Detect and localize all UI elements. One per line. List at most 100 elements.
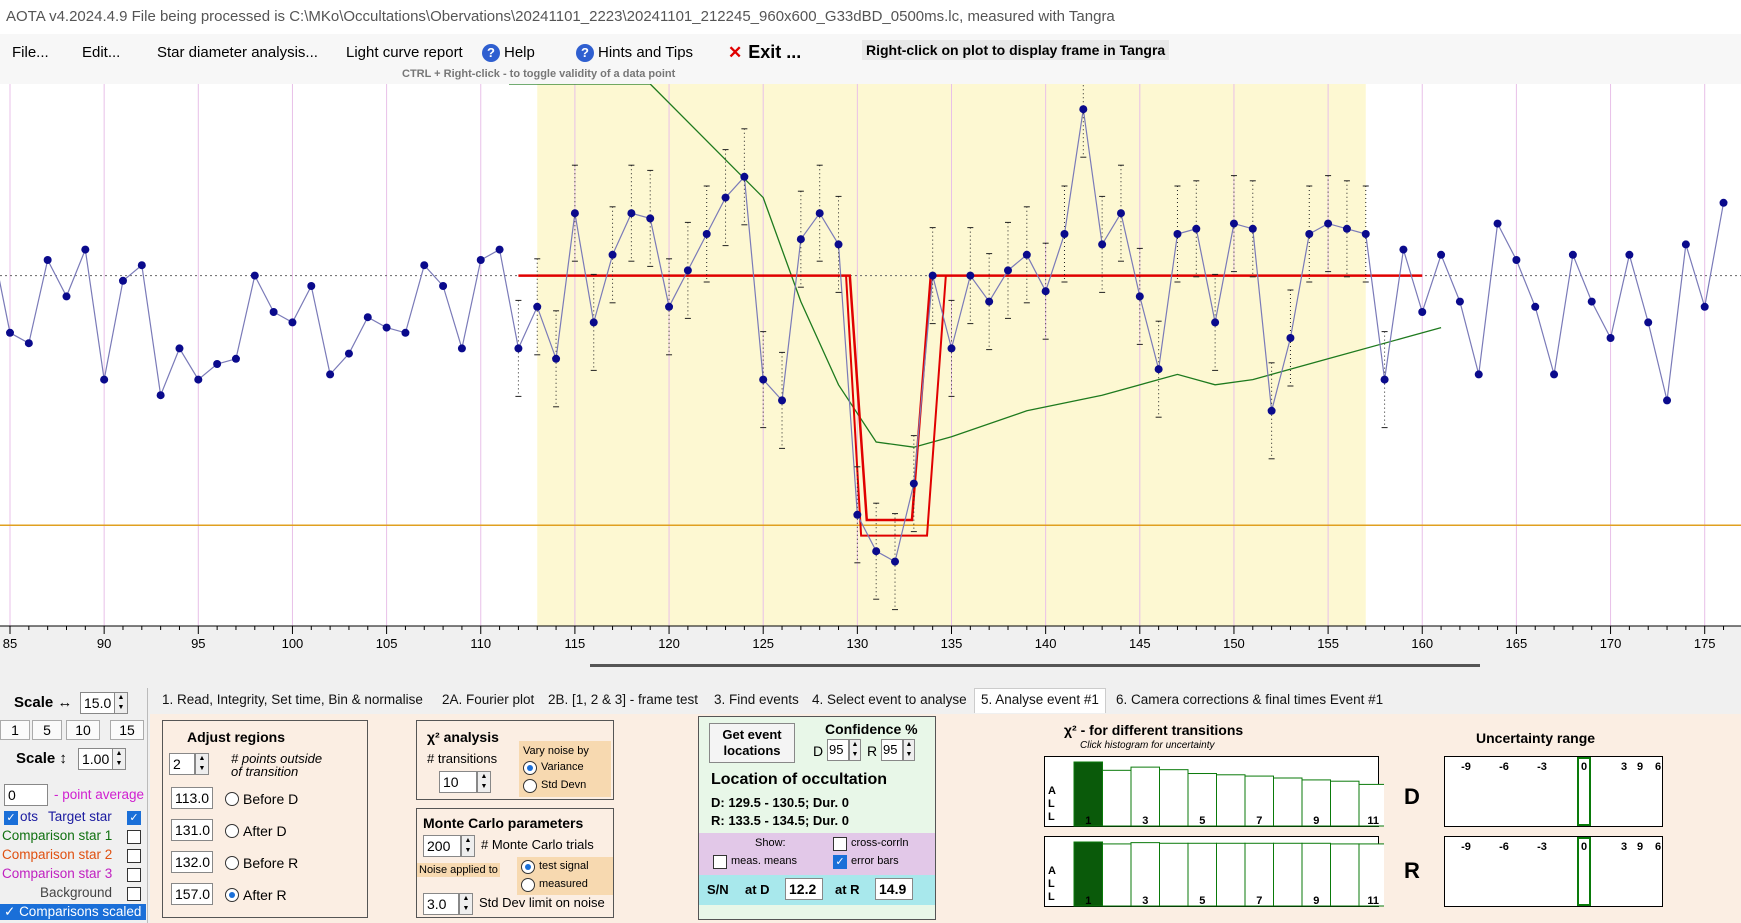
scale-v-input[interactable]: 1.00 xyxy=(78,748,114,770)
cross-corrln-checkbox[interactable] xyxy=(833,837,847,851)
std-devn-radio[interactable] xyxy=(523,779,537,793)
get-event-locations-button[interactable]: Get event locations xyxy=(709,723,795,763)
points-outside-label: # points outside xyxy=(231,751,323,766)
test-signal-radio[interactable] xyxy=(521,860,535,874)
histogram-bar xyxy=(1102,843,1132,907)
points-outside-input[interactable]: 2 xyxy=(169,753,195,775)
scale-button-10[interactable]: 10 xyxy=(66,720,100,740)
plot-scrollbar[interactable] xyxy=(590,664,1480,667)
uncertainty-frame xyxy=(1444,756,1663,827)
tab-frame-test[interactable]: 2B. [1, 2 & 3] - frame test xyxy=(548,692,699,707)
tab-read-integrity[interactable]: 1. Read, Integrity, Set time, Bin & norm… xyxy=(162,692,423,707)
meas-means-checkbox[interactable] xyxy=(713,855,727,869)
data-point xyxy=(250,271,259,280)
tab-fourier-plot[interactable]: 2A. Fourier plot xyxy=(442,692,535,707)
x-tick-label: 130 xyxy=(846,636,868,651)
comparisons-scaled-check: ✓ xyxy=(4,904,20,919)
uncertainty-tick: -3 xyxy=(1537,841,1547,853)
scale-h-label: Scale ↔ xyxy=(14,694,73,711)
tab-camera-corrections[interactable]: 6. Camera corrections & final times Even… xyxy=(1116,692,1384,707)
menu-help[interactable]: ? Help xyxy=(482,44,535,62)
variance-label: Variance xyxy=(541,761,584,773)
menu-edit[interactable]: Edit... xyxy=(82,44,121,61)
comparisons-scaled-toggle[interactable]: ✓ Comparisons scaled xyxy=(0,904,146,920)
comparison-star-1-checkbox[interactable] xyxy=(127,830,141,844)
histogram-label: 3 xyxy=(1142,815,1148,827)
after-d-radio[interactable] xyxy=(225,824,239,838)
confidence-r-input[interactable]: 95 xyxy=(881,739,903,761)
light-curve-plot[interactable]: 85 90 95 100 105 110 115 120 125 130 135 140 145 150 1… xyxy=(0,84,1741,656)
scale-v-spinner[interactable]: ▲ ▼ xyxy=(112,748,126,770)
data-point xyxy=(683,266,692,275)
after-r-input[interactable]: 157.0 xyxy=(171,883,213,905)
analyse-event-panel: Adjust regions 2 ▲ ▼ # points outside of … xyxy=(150,714,1741,923)
d-uncertainty-range: -9 -6 -3 0 3 69 xyxy=(1444,756,1663,827)
monte-carlo-trials-spinner[interactable]: ▲ ▼ xyxy=(461,835,475,857)
confidence-r-spinner[interactable]: ▲ ▼ xyxy=(903,739,915,761)
error-bars-label: error bars xyxy=(851,855,899,867)
monte-carlo-trials-input[interactable]: 200 xyxy=(423,835,461,857)
data-point xyxy=(1719,198,1728,207)
after-r-radio[interactable] xyxy=(225,888,239,902)
menu-hints-label: Hints and Tips xyxy=(598,44,694,61)
before-r-input[interactable]: 132.0 xyxy=(171,851,213,873)
target-star-checkbox[interactable]: ✓ xyxy=(127,811,141,825)
comparison-star-3-checkbox[interactable] xyxy=(127,868,141,882)
menu-file[interactable]: File... xyxy=(12,44,49,61)
uncertainty-tick: 6 xyxy=(1655,841,1661,853)
before-r-radio[interactable] xyxy=(225,856,239,870)
dots-checkbox[interactable]: ✓ xyxy=(4,811,18,825)
data-point xyxy=(966,271,975,280)
comparison-star-2-label: Comparison star 2 xyxy=(2,847,113,862)
menu-help-label: Help xyxy=(504,44,535,61)
transitions-input[interactable]: 10 xyxy=(439,771,477,793)
comparison-star-2-checkbox[interactable] xyxy=(127,849,141,863)
target-star-label: Target star xyxy=(48,809,112,824)
data-point xyxy=(552,354,561,363)
scale-h-input[interactable]: 15.0 xyxy=(80,692,116,714)
tab-find-events[interactable]: 3. Find events xyxy=(714,692,799,707)
comparisons-scaled-label: Comparisons scaled xyxy=(19,904,142,919)
data-point xyxy=(1700,302,1709,311)
histogram-bar xyxy=(1159,769,1189,827)
menu-star-diameter[interactable]: Star diameter analysis... xyxy=(157,44,318,61)
confidence-d-spinner[interactable]: ▲ ▼ xyxy=(849,739,861,761)
menu-light-curve-report[interactable]: Light curve report xyxy=(346,44,463,61)
background-checkbox[interactable] xyxy=(127,887,141,901)
uncertainty-tick: 0 xyxy=(1581,761,1587,773)
scale-button-1[interactable]: 1 xyxy=(0,720,30,740)
tab-analyse-event[interactable]: 5. Analyse event #1 xyxy=(974,688,1106,713)
data-point xyxy=(1418,308,1427,316)
r-transition-histogram[interactable]: ALL 1 3 5 7 9 11 xyxy=(1044,836,1384,908)
before-d-input[interactable]: 113.0 xyxy=(171,787,213,809)
scale-h-spinner[interactable]: ▲ ▼ xyxy=(114,692,128,714)
points-outside-spinner[interactable]: ▲ ▼ xyxy=(195,753,209,775)
data-point xyxy=(137,261,146,270)
histogram-label: 3 xyxy=(1142,895,1148,907)
x-tick-label: 145 xyxy=(1129,636,1151,651)
uncertainty-marker xyxy=(1577,837,1591,906)
error-bars-checkbox[interactable]: ✓ xyxy=(833,855,847,869)
uncertainty-frame xyxy=(1444,836,1663,907)
histogram-bar xyxy=(1330,780,1360,827)
confidence-d-input[interactable]: 95 xyxy=(827,739,849,761)
variance-radio[interactable] xyxy=(523,761,537,775)
tab-select-event[interactable]: 4. Select event to analyse xyxy=(812,692,967,707)
menu-hints[interactable]: ? Hints and Tips xyxy=(576,44,693,62)
histogram-all-letter: L xyxy=(1048,798,1055,810)
transitions-spinner[interactable]: ▲ ▼ xyxy=(477,771,491,793)
std-dev-limit-input[interactable]: 3.0 xyxy=(423,893,459,915)
after-d-input[interactable]: 131.0 xyxy=(171,819,213,841)
point-average-select[interactable]: 0 xyxy=(4,784,48,806)
std-dev-limit-spinner[interactable]: ▲ ▼ xyxy=(459,893,473,915)
d-transition-histogram[interactable]: ALL 1 3 5 7 9 11 xyxy=(1044,756,1384,828)
data-point xyxy=(326,370,335,379)
menu-exit[interactable]: ✕ Exit ... xyxy=(728,42,801,63)
measured-radio[interactable] xyxy=(521,878,535,892)
scale-button-15[interactable]: 15 xyxy=(110,720,144,740)
before-d-radio[interactable] xyxy=(225,792,239,806)
scale-button-5[interactable]: 5 xyxy=(32,720,62,740)
data-point xyxy=(1399,245,1408,254)
vary-noise-label: Vary noise by xyxy=(523,745,589,757)
histogram-label: 5 xyxy=(1199,895,1205,907)
